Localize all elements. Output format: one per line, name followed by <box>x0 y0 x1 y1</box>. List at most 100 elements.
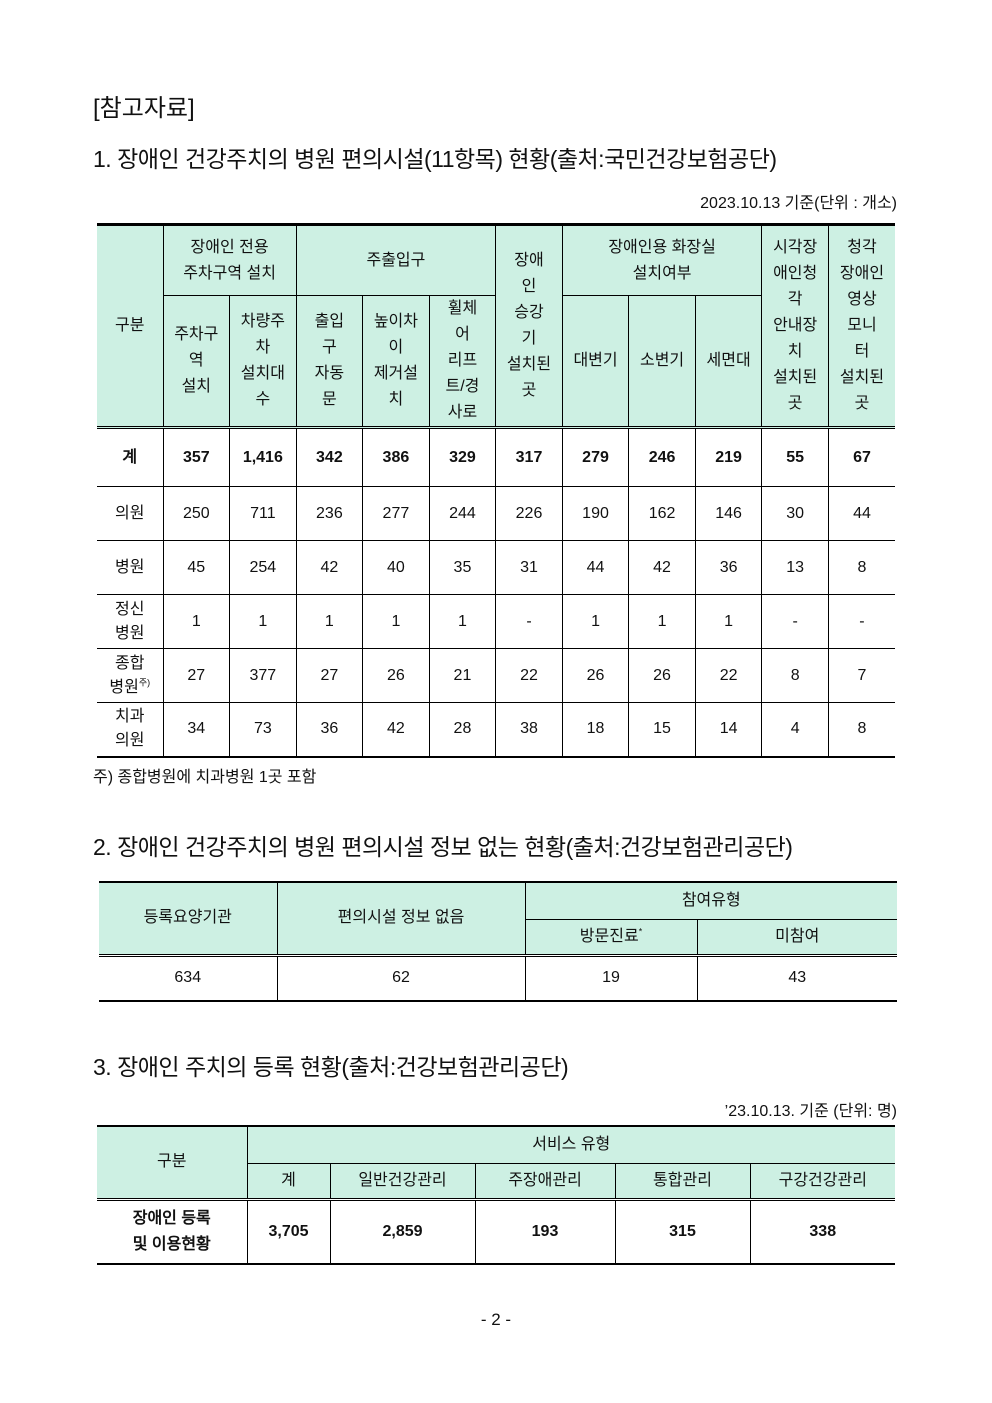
cell: 19 <box>524 953 698 1002</box>
cell: 246 <box>628 426 696 487</box>
cell: - <box>827 594 895 649</box>
table-row: 계 357 1,416 342 386 329 317 279 246 219 55 67 <box>97 426 895 487</box>
cell: 67 <box>827 426 895 487</box>
table-row: 병원 45 254 42 40 35 31 44 42 36 13 8 <box>97 540 895 595</box>
cell: 329 <box>428 426 497 487</box>
cell: 244 <box>428 486 497 541</box>
cell: 30 <box>761 486 829 541</box>
header-visual: 시각장 애인청 각 안내장 치 설치된 곳 <box>761 224 829 428</box>
row-label: 계 <box>97 426 164 487</box>
subheader: 휠체 어 리프 트/경 사로 <box>428 295 497 428</box>
page-number: - 2 - <box>480 1310 512 1329</box>
cell: 55 <box>761 426 829 487</box>
section1-unit: 2023.10.13 기준(단위 : 개소) <box>700 195 897 212</box>
cell: 28 <box>428 702 497 757</box>
cell: 1 <box>694 594 763 649</box>
cell: 13 <box>761 540 829 595</box>
cell: 236 <box>295 486 364 541</box>
cell: 8 <box>827 540 895 595</box>
section1-title: 1. 장애인 건강주치의 병원 편의시설(11항목) 현황(출처:국민건강보험공… <box>93 146 777 172</box>
subheader: 주장애관리 <box>474 1162 616 1200</box>
header-participation: 참여유형 <box>524 881 898 920</box>
cell: 27 <box>162 648 231 703</box>
subheader: 주차구 역 설치 <box>163 295 231 428</box>
cell: 35 <box>428 540 497 595</box>
section2-title: 2. 장애인 건강주치의 병원 편의시설 정보 없는 현황(출처:건강보험관리공… <box>93 834 793 860</box>
cell: 254 <box>229 540 297 595</box>
cell: 42 <box>628 540 696 595</box>
header-entrance: 주출입구 <box>295 224 497 296</box>
header-visit: 방문진료* <box>524 918 698 956</box>
header-elevator: 장애 인 승강 기 설치된 곳 <box>495 224 563 428</box>
cell: 36 <box>295 702 364 757</box>
cell: 162 <box>628 486 696 541</box>
cell: 634 <box>99 953 278 1002</box>
cell: 1 <box>428 594 497 649</box>
registration-table: 구분 서비스 유형 계 일반건강관리 주장애관리 통합관리 구강건강관리 장애인… <box>97 1125 896 1265</box>
header-category: 구분 <box>97 224 164 428</box>
cell: 279 <box>561 426 630 487</box>
cell: 7 <box>827 648 895 703</box>
cell: 1 <box>561 594 630 649</box>
subheader: 구강건강관리 <box>749 1162 896 1200</box>
row-label: 정신 병원 <box>97 594 164 649</box>
table-row: 종합 병원주) 27 377 27 26 21 22 26 26 22 8 7 <box>97 648 895 703</box>
subheader: 계 <box>246 1162 331 1200</box>
cell: 42 <box>295 540 364 595</box>
cell: 2,859 <box>329 1197 476 1265</box>
cell: 1 <box>628 594 696 649</box>
cell: 1 <box>362 594 430 649</box>
cell: 1 <box>229 594 297 649</box>
cell: 15 <box>628 702 696 757</box>
cell: 711 <box>229 486 297 541</box>
reference-title: [참고자료] <box>93 95 195 122</box>
cell: 38 <box>495 702 563 757</box>
subheader: 차량주 차 설치대 수 <box>229 295 297 428</box>
header-service: 서비스 유형 <box>246 1125 896 1164</box>
header-no-info: 편의시설 정보 없음 <box>276 881 526 956</box>
subheader: 대변기 <box>561 295 630 428</box>
cell: 34 <box>162 702 231 757</box>
header-registered: 등록요양기관 <box>99 881 278 956</box>
row-label: 의원 <box>97 486 164 541</box>
no-info-table: 등록요양기관 편의시설 정보 없음 참여유형 방문진료* 미참여 634 62 … <box>99 881 898 1002</box>
table-note: 주) 종합병원에 치과병원 1곳 포함 <box>93 769 317 786</box>
cell: 40 <box>362 540 430 595</box>
cell: 44 <box>561 540 630 595</box>
cell: 219 <box>694 426 763 487</box>
row-label: 병원 <box>97 540 164 595</box>
cell: 1 <box>162 594 231 649</box>
cell: 14 <box>694 702 763 757</box>
cell: 277 <box>362 486 430 541</box>
cell: 1 <box>295 594 364 649</box>
cell: 36 <box>694 540 763 595</box>
cell: 193 <box>474 1197 616 1265</box>
cell: 26 <box>362 648 430 703</box>
cell: 27 <box>295 648 364 703</box>
cell: 22 <box>495 648 563 703</box>
header-non: 미참여 <box>696 918 898 956</box>
subheader: 세면대 <box>694 295 762 428</box>
cell: 3,705 <box>246 1197 331 1265</box>
section3-title: 3. 장애인 주치의 등록 현황(출처:건강보험관리공단) <box>93 1054 569 1080</box>
cell: 43 <box>696 953 898 1002</box>
cell: 377 <box>229 648 297 703</box>
cell: 45 <box>162 540 231 595</box>
row-label: 치과 의원 <box>97 702 164 757</box>
cell: 8 <box>761 648 829 703</box>
facilities-table: 구분 장애인 전용 주차구역 설치 주출입구 장애 인 승강 기 설치된 곳 장… <box>97 223 895 758</box>
cell: 342 <box>295 426 364 487</box>
subheader: 출입 구 자동 문 <box>295 295 364 428</box>
cell: 250 <box>162 486 231 541</box>
cell: 26 <box>561 648 630 703</box>
table-row: 의원 250 711 236 277 244 226 190 162 146 30 44 <box>97 486 895 541</box>
cell: 317 <box>495 426 563 487</box>
cell: 62 <box>276 953 526 1002</box>
cell: - <box>761 594 829 649</box>
cell: 8 <box>827 702 895 757</box>
cell: 315 <box>614 1197 751 1265</box>
cell: 73 <box>229 702 297 757</box>
cell: 1,416 <box>229 426 297 487</box>
row-label: 장애인 등록 및 이용현황 <box>97 1197 248 1265</box>
